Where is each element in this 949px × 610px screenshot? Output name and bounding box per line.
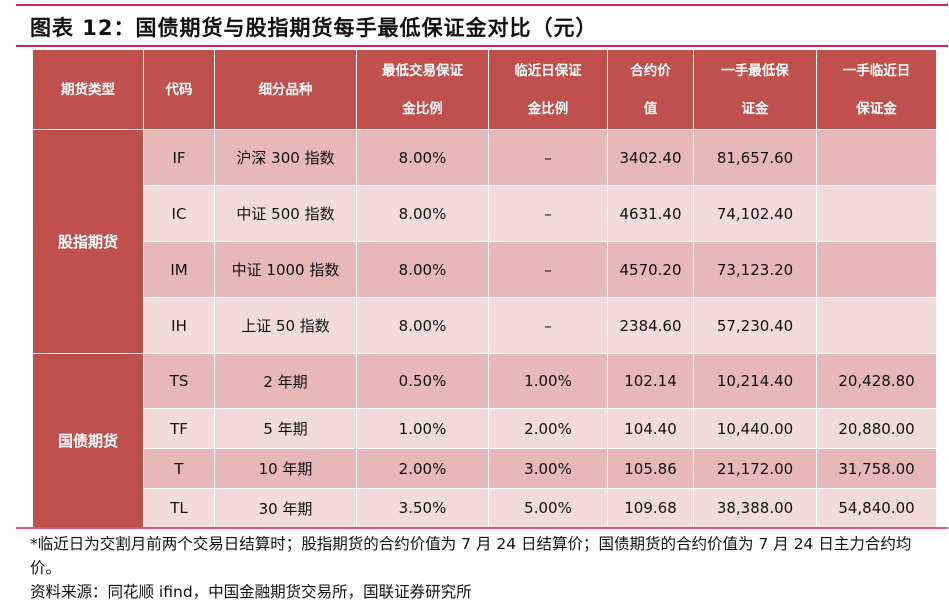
cell-min-margin: 73,123.20: [693, 241, 817, 298]
cell-code: T: [143, 448, 215, 489]
table-row: TL 30 年期 3.50% 5.00% 109.68 38,388.00 54…: [33, 488, 937, 528]
cell-near-margin: [816, 241, 937, 298]
figure-title-text: 国债期货与股指期货每手最低保证金对比（元）: [135, 16, 598, 40]
cell-near-margin: 31,758.00: [816, 448, 937, 489]
header-row: 期货类型 代码 细分品种 最低交易保证 金比例 临近日保证 金比例 合约价值 一手最…: [32, 49, 937, 130]
cell-code: TF: [143, 408, 215, 449]
category-stock-index-futures: 股指期货: [32, 129, 144, 354]
source-note: 资料来源：同花顺 ifind，中国金融期货交易所，国联证券研究所: [30, 583, 472, 601]
cell-variety: 10 年期: [214, 448, 357, 489]
cell-near-ratio: 5.00%: [488, 488, 608, 528]
cell-min-margin: 81,657.60: [693, 129, 817, 186]
table-row: IH 上证 50 指数 8.00% – 2384.60 57,230.40: [33, 297, 937, 354]
cell-min-margin: 57,230.40: [693, 297, 817, 354]
cell-min-ratio: 8.00%: [356, 241, 489, 298]
title-rule: [16, 45, 948, 47]
cell-min-ratio: 3.50%: [356, 488, 489, 528]
cell-min-margin: 10,214.40: [693, 353, 817, 409]
cell-contract-value: 2384.60: [607, 297, 694, 354]
cell-variety: 中证 1000 指数: [214, 241, 357, 298]
header-min-ratio: 最低交易保证 金比例: [356, 49, 489, 130]
table-row: IM 中证 1000 指数 8.00% – 4570.20 73,123.20: [33, 241, 937, 298]
cell-min-margin: 38,388.00: [693, 488, 817, 528]
header-near-ratio: 临近日保证 金比例: [488, 49, 608, 130]
cell-near-margin: [816, 297, 937, 354]
cell-near-margin: 20,880.00: [816, 408, 937, 449]
cell-min-ratio: 1.00%: [356, 408, 489, 449]
cell-variety: 上证 50 指数: [214, 297, 357, 354]
cell-near-ratio: –: [488, 241, 608, 298]
cell-near-margin: [816, 129, 937, 186]
cell-variety: 2 年期: [214, 353, 357, 409]
cell-contract-value: 105.86: [607, 448, 694, 489]
table-row: T 10 年期 2.00% 3.00% 105.86 21,172.00 31,…: [33, 448, 937, 489]
cell-min-ratio: 8.00%: [356, 129, 489, 186]
cell-min-ratio: 8.00%: [356, 297, 489, 354]
header-futures-type: 期货类型: [32, 49, 144, 130]
footnote: *临近日为交割月前两个交易日结算时；股指期货的合约价值为 7 月 24 日结算价…: [30, 535, 912, 577]
cell-min-ratio: 0.50%: [356, 353, 489, 409]
header-min-margin: 一手最低保 证金: [693, 49, 817, 130]
header-near-margin: 一手临近日 保证金: [816, 49, 937, 130]
header-contract-value: 合约价值: [607, 49, 694, 130]
header-variety: 细分品种: [214, 49, 357, 130]
cell-near-margin: [816, 185, 937, 242]
cell-near-margin: 54,840.00: [816, 488, 937, 528]
figure-label: 图表 12：: [30, 16, 136, 40]
cell-code: IC: [143, 185, 215, 242]
cell-near-ratio: 1.00%: [488, 353, 608, 409]
cell-contract-value: 4631.40: [607, 185, 694, 242]
cell-code: IF: [143, 129, 215, 186]
cell-variety: 30 年期: [214, 488, 357, 528]
top-rule: [16, 4, 948, 6]
cell-min-margin: 74,102.40: [693, 185, 817, 242]
cell-near-ratio: –: [488, 297, 608, 354]
cell-min-margin: 21,172.00: [693, 448, 817, 489]
cell-near-ratio: 2.00%: [488, 408, 608, 449]
bottom-rule: [16, 527, 948, 529]
table-row: 股指期货 IF 沪深 300 指数 8.00% – 3402.40 81,657…: [32, 129, 937, 354]
cell-min-ratio: 8.00%: [356, 185, 489, 242]
figure-title: 图表 12：国债期货与股指期货每手最低保证金对比（元）: [30, 12, 598, 42]
cell-variety: 中证 500 指数: [214, 185, 357, 242]
cell-min-ratio: 2.00%: [356, 448, 489, 489]
cell-contract-value: 109.68: [607, 488, 694, 528]
cell-min-margin: 10,440.00: [693, 408, 817, 449]
margin-comparison-table: 期货类型 代码 细分品种 最低交易保证 金比例 临近日保证 金比例 合约价值 一手最…: [32, 49, 937, 528]
cell-variety: 沪深 300 指数: [214, 129, 357, 186]
cell-contract-value: 3402.40: [607, 129, 694, 186]
cell-near-ratio: –: [488, 129, 608, 186]
cell-contract-value: 4570.20: [607, 241, 694, 298]
cell-code: TS: [143, 353, 215, 409]
table-row: 国债期货 TS 2 年期 0.50% 1.00% 102.14 10,214.4…: [32, 353, 937, 528]
header-code: 代码: [143, 49, 215, 130]
cell-contract-value: 102.14: [607, 353, 694, 409]
cell-code: IH: [143, 297, 215, 354]
cell-code: TL: [143, 488, 215, 528]
cell-near-ratio: –: [488, 185, 608, 242]
cell-near-ratio: 3.00%: [488, 448, 608, 489]
cell-contract-value: 104.40: [607, 408, 694, 449]
table-row: IC 中证 500 指数 8.00% – 4631.40 74,102.40: [33, 185, 937, 242]
category-treasury-futures: 国债期货: [32, 353, 144, 528]
table-row: TF 5 年期 1.00% 2.00% 104.40 10,440.00 20,…: [33, 408, 937, 449]
cell-variety: 5 年期: [214, 408, 357, 449]
cell-code: IM: [143, 241, 215, 298]
cell-near-margin: 20,428.80: [816, 353, 937, 409]
